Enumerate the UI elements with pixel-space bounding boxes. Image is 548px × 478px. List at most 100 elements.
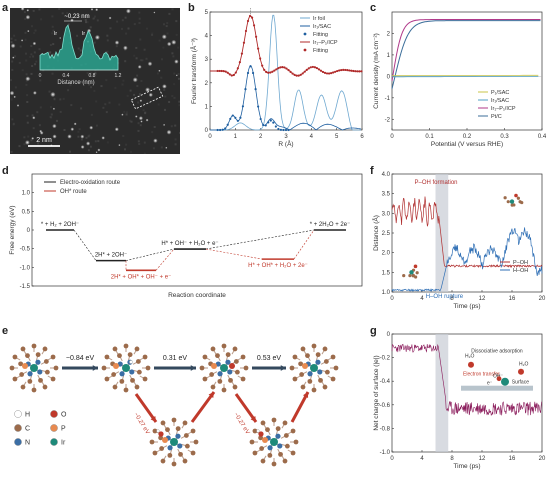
- atom-dot: [153, 11, 156, 14]
- noise-pixel: [11, 68, 14, 71]
- e-cluster-5: [149, 417, 199, 467]
- b-fit-point-icp: [287, 68, 290, 72]
- e-arrow-up-1-head: [208, 392, 214, 398]
- e-cluster-3: [199, 343, 249, 393]
- b-fit-point-icp: [321, 70, 325, 74]
- e-atom-c: [127, 352, 133, 358]
- noise-pixel: [49, 116, 52, 118]
- noise-pixel: [53, 97, 56, 100]
- e-atom-c: [123, 387, 129, 393]
- noise-pixel: [178, 100, 180, 103]
- e-atom-c: [53, 365, 59, 371]
- b-fit-point-icp: [218, 69, 221, 73]
- b-xlabel: R (Å): [278, 139, 293, 148]
- e-atom-c: [252, 450, 258, 456]
- b-legend-label: Ir foil: [313, 16, 325, 22]
- chart-b: 0 1 2 3 4 5 6 0 1 2 3 4 5 R (Å) Fourier transform (Å⁻³…: [189, 8, 364, 148]
- atom-dot: [25, 76, 31, 82]
- atom-dot: [148, 92, 153, 97]
- e-atom-h: [256, 429, 260, 433]
- b-fit-point-icp: [277, 67, 280, 70]
- noise-pixel: [67, 23, 70, 26]
- f-mol-o: [413, 264, 418, 269]
- noise-pixel: [141, 59, 144, 62]
- g-label-surface: Surface: [512, 380, 529, 386]
- noise-pixel: [58, 8, 61, 10]
- noise-pixel: [133, 23, 136, 26]
- noise-pixel: [95, 100, 98, 103]
- atom-dot: [25, 14, 31, 20]
- e-atom-c: [178, 451, 183, 457]
- d-legend-label: Electro-oxidation route: [60, 180, 121, 186]
- e-atom-c: [104, 376, 110, 382]
- noise-pixel: [69, 150, 71, 153]
- noise-pixel: [26, 115, 29, 117]
- e-atom-c: [183, 433, 189, 438]
- noise-pixel: [129, 89, 132, 92]
- e-atom-c: [142, 354, 148, 360]
- b-fit-point-sac: [231, 114, 234, 117]
- noise-pixel: [49, 44, 52, 46]
- noise-pixel: [172, 55, 175, 58]
- atom-dot: [140, 120, 143, 123]
- noise-pixel: [23, 136, 26, 139]
- e-atom-c: [31, 343, 37, 349]
- e-atom-c: [202, 376, 208, 382]
- e-legend-label: Ir: [61, 440, 66, 447]
- noise-pixel: [163, 23, 165, 26]
- noise-pixel: [168, 12, 171, 15]
- e-atom-c: [217, 378, 223, 384]
- noise-pixel: [26, 114, 29, 117]
- d-state-oh2: H* + OH* + H₂O + 2e⁻: [248, 263, 308, 269]
- e-legend-label: P: [61, 426, 66, 433]
- e-atom-c: [249, 439, 255, 445]
- e-atom-c: [42, 384, 48, 390]
- b-fit-point-icp: [283, 66, 286, 69]
- noise-pixel: [168, 101, 171, 103]
- b-fit-point-icp: [354, 70, 357, 73]
- noise-pixel: [84, 19, 87, 21]
- b-fit-point-icp: [348, 69, 351, 72]
- e-atom-c: [182, 420, 188, 426]
- e-arrow-down-1: [134, 393, 158, 423]
- b-fit-point-icp: [263, 68, 266, 71]
- e-atom-c: [292, 376, 298, 382]
- b-fit-point-icp: [332, 71, 335, 74]
- x-tick-0: 0: [39, 73, 42, 79]
- label-d: d: [2, 165, 9, 177]
- noise-pixel: [121, 83, 124, 86]
- noise-pixel: [30, 72, 33, 75]
- e-atom-c: [300, 384, 306, 390]
- b-fit-point-sac: [226, 123, 229, 126]
- label-f: f: [370, 165, 374, 177]
- e-legend-swatch-c: [14, 424, 22, 432]
- e-atom-n: [129, 369, 135, 375]
- noise-pixel: [161, 58, 163, 61]
- ir-marker-2: Ir: [82, 31, 85, 37]
- b-fit-point-sac: [236, 119, 239, 122]
- g-water-o-1: [468, 361, 474, 368]
- e-atom-c: [305, 353, 310, 359]
- b-fit-point-icp: [309, 66, 312, 69]
- e-atom-c: [134, 346, 140, 352]
- e-atom-c: [322, 346, 328, 352]
- e-atom-c: [43, 359, 49, 364]
- noise-pixel: [86, 21, 89, 24]
- e-cluster-1: [9, 343, 59, 393]
- noise-pixel: [67, 89, 70, 92]
- noise-pixel: [106, 50, 109, 53]
- noise-pixel: [178, 104, 180, 107]
- c-xtick-label: 0.4: [538, 134, 547, 140]
- c-xtick-label: 0.2: [463, 134, 472, 140]
- e-arrow-2-head: [190, 365, 196, 371]
- b-fit-point-icp: [259, 57, 262, 60]
- e-arrow-1-head: [92, 365, 98, 371]
- atom-dot: [13, 95, 16, 99]
- f-mol-atom: [516, 196, 520, 200]
- noise-pixel: [77, 135, 80, 138]
- b-xtick-label: 4: [310, 134, 314, 140]
- g-label-dissociative: Dissociative adsorption: [471, 349, 523, 355]
- e-atom-h: [156, 429, 160, 433]
- region-box: [130, 86, 164, 110]
- noise-pixel: [89, 72, 92, 75]
